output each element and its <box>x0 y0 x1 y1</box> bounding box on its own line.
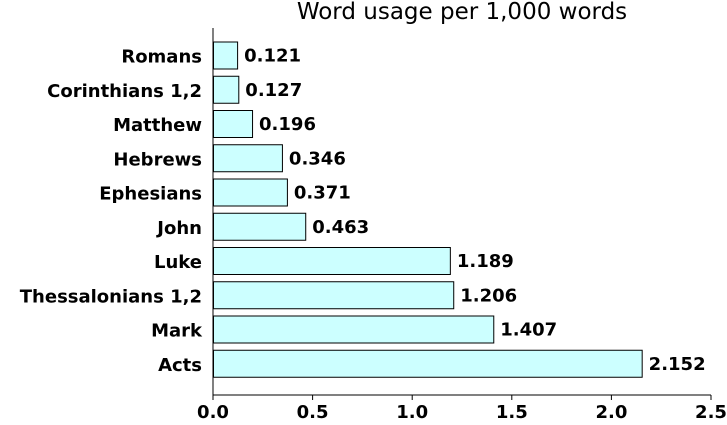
bar <box>213 315 495 344</box>
value-label: 0.127 <box>245 80 302 101</box>
value-label: 2.152 <box>649 354 706 375</box>
x-tick-label: 0.0 <box>197 402 229 423</box>
category-label: Acts <box>158 355 202 376</box>
bar <box>213 75 240 104</box>
value-label: 0.121 <box>244 46 301 67</box>
category-label: Mark <box>151 321 203 342</box>
x-tick-label: 2.5 <box>695 402 727 423</box>
bar <box>213 41 239 70</box>
value-label: 0.196 <box>259 114 316 135</box>
value-label: 0.463 <box>312 217 369 238</box>
chart-title: Word usage per 1,000 words <box>297 0 627 25</box>
category-label: John <box>155 218 202 239</box>
bar <box>213 178 288 207</box>
bar <box>213 349 643 378</box>
x-tick-label: 1.5 <box>496 402 528 423</box>
bar <box>213 212 307 241</box>
bar <box>213 281 455 310</box>
bar <box>213 247 451 275</box>
bar <box>213 144 283 173</box>
value-label: 1.407 <box>500 320 557 341</box>
value-label: 1.189 <box>457 251 514 272</box>
category-label: Thessalonians 1,2 <box>20 286 202 307</box>
category-label: Hebrews <box>113 149 202 170</box>
value-label: 1.206 <box>460 285 517 306</box>
axes-layer: 0.0 0.5 1.0 1.5 2.0 2.5 <box>197 28 727 423</box>
bar <box>213 110 254 138</box>
category-label: Matthew <box>113 115 202 136</box>
category-label: Romans <box>121 47 202 68</box>
category-label: Corinthians 1,2 <box>47 81 202 102</box>
x-tick-label: 0.5 <box>297 402 329 423</box>
category-label: Ephesians <box>99 184 202 205</box>
bars-layer: Romans 0.121 Corinthians 1,2 0.127 Matthew 0.… <box>20 41 706 378</box>
x-tick-label: 1.0 <box>396 402 428 423</box>
x-tick-label: 2.0 <box>595 402 627 423</box>
category-label: Luke <box>154 252 202 273</box>
value-label: 0.371 <box>294 183 351 204</box>
value-label: 0.346 <box>289 148 346 169</box>
